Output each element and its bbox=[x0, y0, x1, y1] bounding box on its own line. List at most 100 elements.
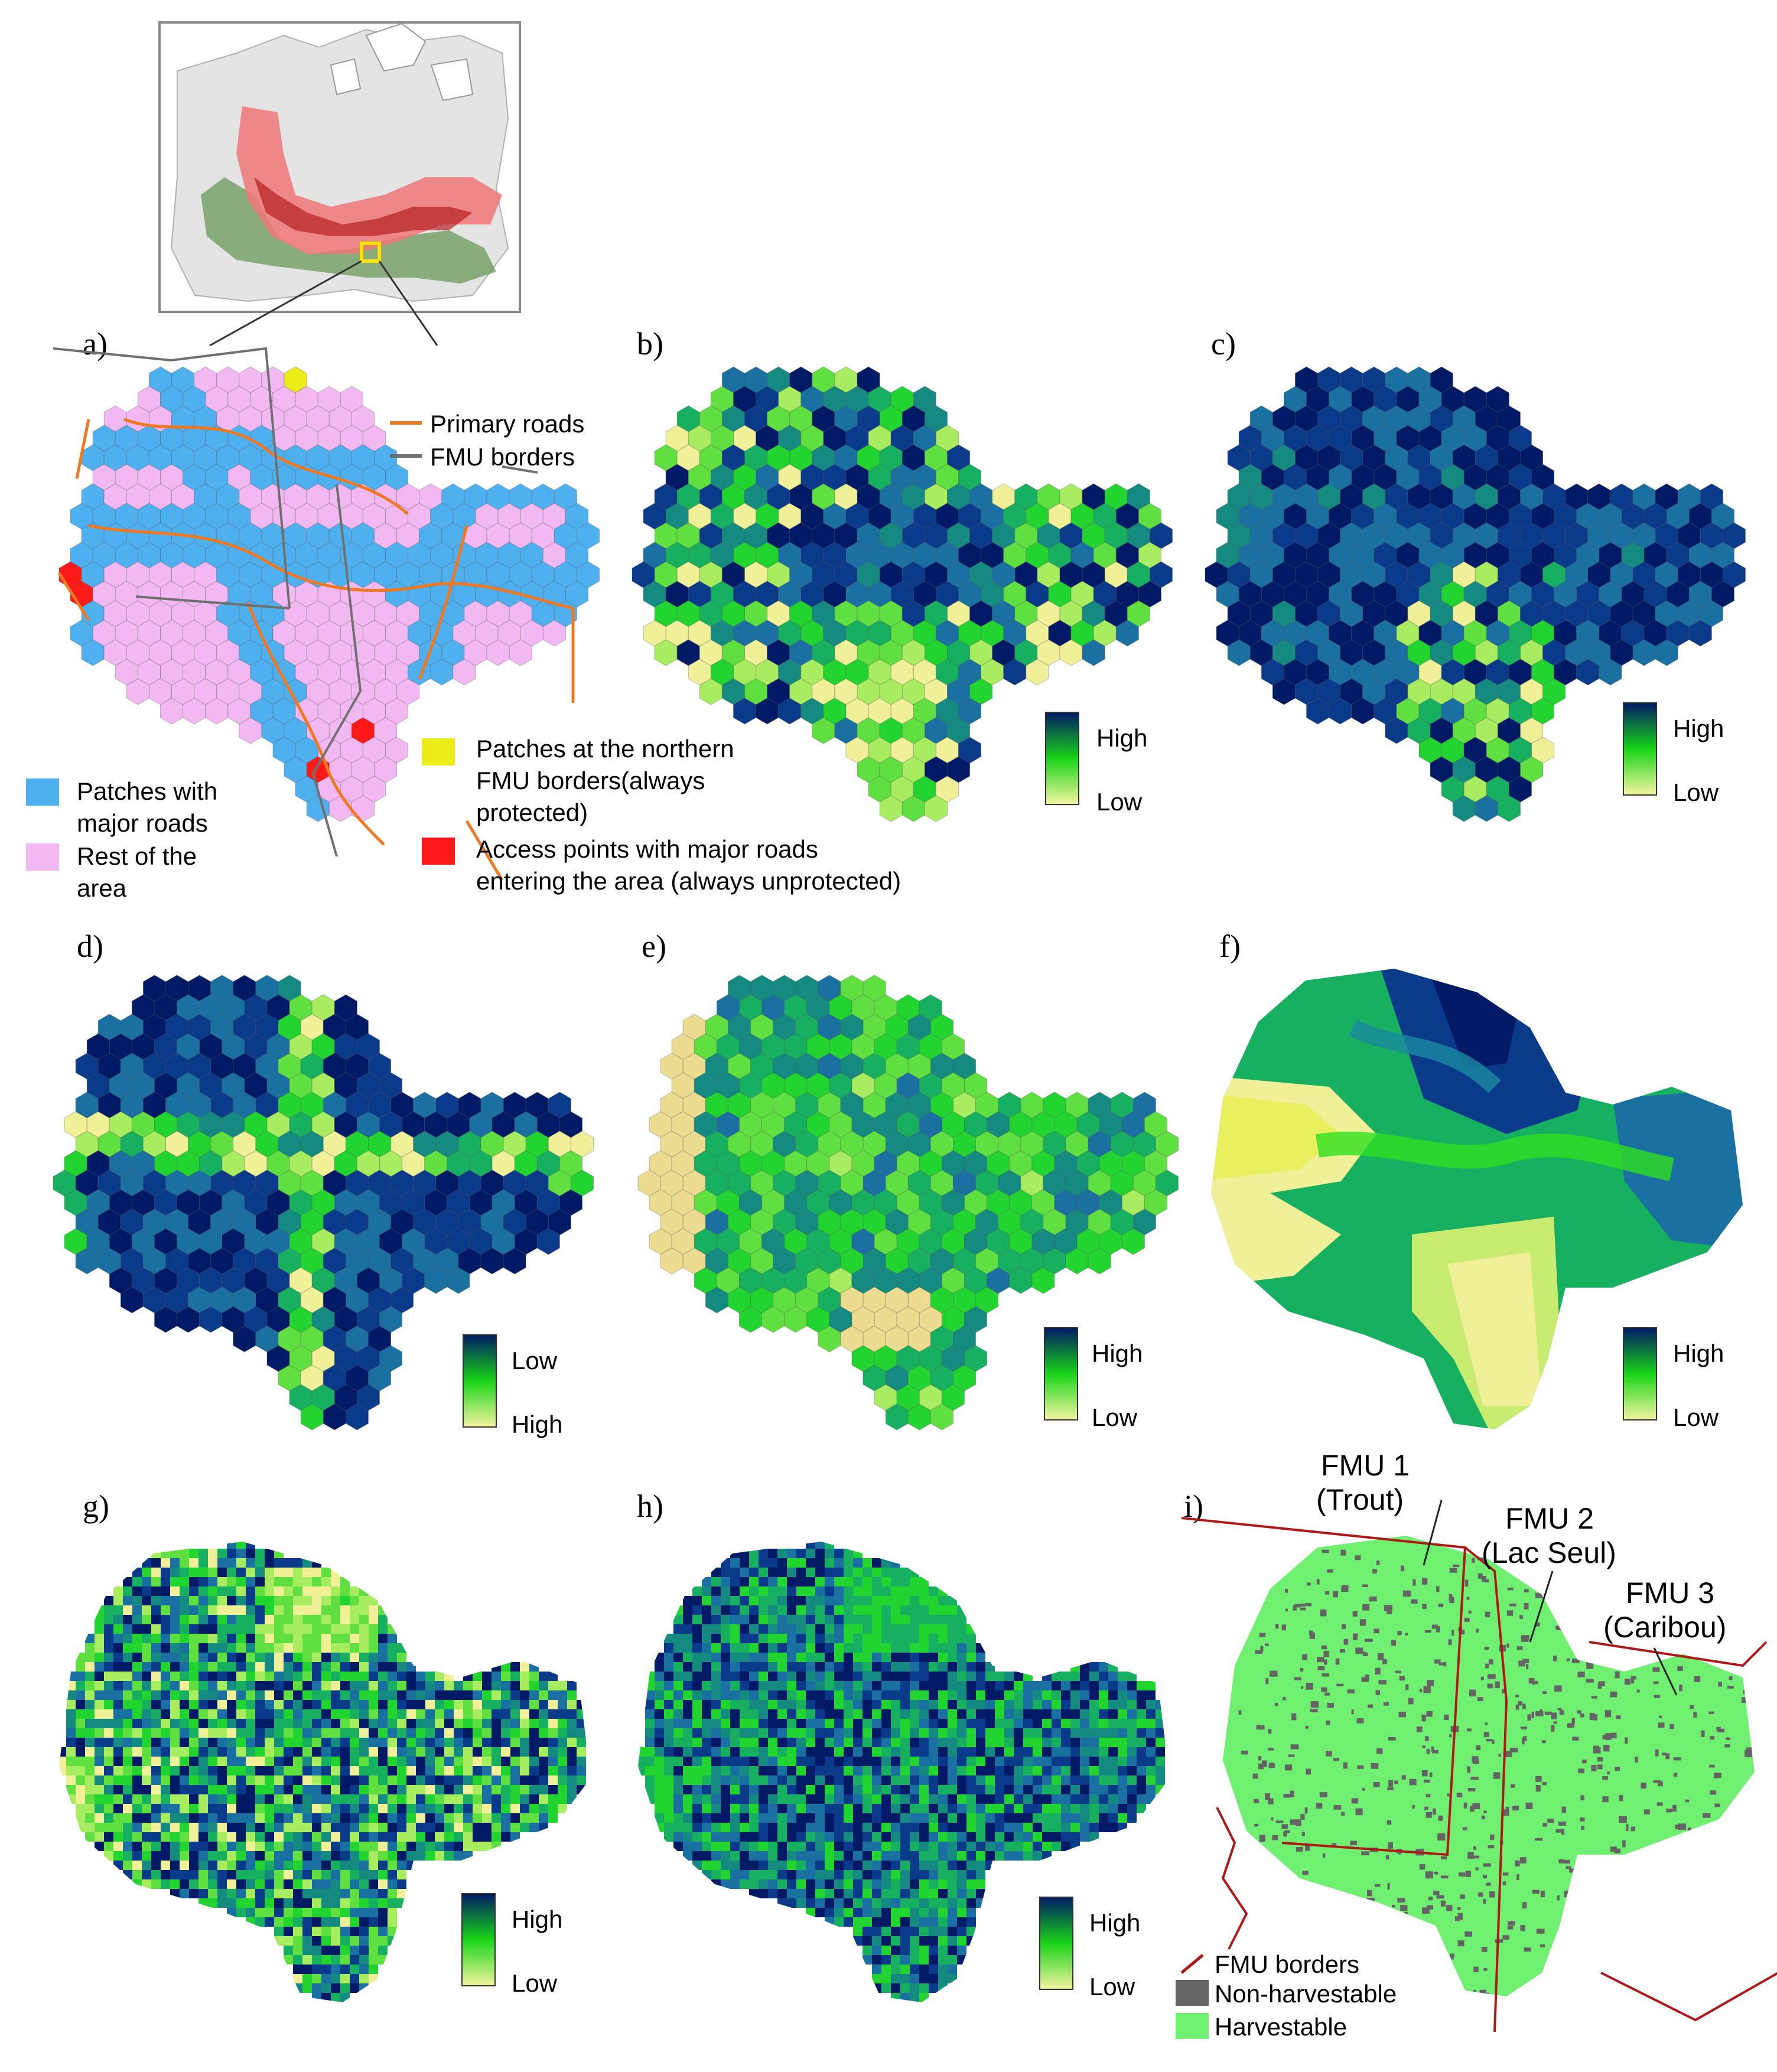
raster-cell bbox=[929, 1662, 938, 1672]
raster-cell bbox=[312, 1728, 321, 1738]
raster-cell bbox=[255, 1728, 265, 1738]
raster-cell bbox=[435, 1766, 444, 1775]
raster-cell bbox=[834, 1861, 844, 1870]
hex-patch bbox=[1688, 620, 1712, 647]
raster-cell bbox=[142, 1615, 151, 1624]
raster-cell bbox=[919, 1586, 929, 1596]
raster-cell bbox=[567, 1794, 577, 1804]
raster-cell bbox=[236, 1643, 246, 1653]
raster-cell bbox=[948, 1634, 957, 1643]
raster-cell bbox=[711, 1747, 721, 1757]
raster-cell bbox=[189, 1662, 198, 1672]
raster-cell bbox=[482, 1709, 492, 1719]
raster-cell bbox=[161, 1851, 170, 1861]
raster-cell bbox=[255, 1832, 265, 1842]
raster-cell bbox=[702, 1596, 711, 1605]
raster-cell bbox=[957, 1757, 966, 1766]
raster-cell bbox=[265, 1690, 274, 1700]
raster-cell bbox=[302, 1794, 312, 1804]
raster-cell bbox=[302, 1842, 312, 1851]
raster-cell bbox=[369, 1605, 378, 1615]
raster-cell bbox=[853, 1757, 863, 1766]
raster-cell bbox=[872, 1596, 881, 1605]
raster-cell bbox=[161, 1568, 170, 1577]
raster-cell bbox=[284, 1804, 293, 1813]
raster-cell bbox=[957, 1615, 966, 1624]
raster-cell bbox=[492, 1738, 501, 1747]
raster-cell bbox=[312, 1851, 321, 1861]
raster-cell bbox=[369, 1615, 378, 1624]
raster-cell bbox=[284, 1917, 293, 1927]
raster-cell bbox=[938, 1738, 948, 1747]
raster-cell bbox=[473, 1700, 482, 1709]
raster-cell bbox=[95, 1719, 104, 1728]
raster-cell bbox=[768, 1690, 777, 1700]
raster-cell bbox=[872, 1832, 881, 1842]
raster-cell bbox=[740, 1775, 749, 1785]
raster-cell bbox=[198, 1766, 208, 1775]
raster-cell bbox=[104, 1832, 113, 1842]
raster-cell bbox=[548, 1747, 558, 1757]
raster-cell bbox=[749, 1700, 759, 1709]
raster-cell bbox=[208, 1558, 217, 1568]
raster-cell bbox=[142, 1700, 151, 1709]
raster-cell bbox=[664, 1804, 673, 1813]
raster-cell bbox=[796, 1889, 806, 1898]
raster-cell bbox=[151, 1879, 161, 1889]
raster-cell bbox=[151, 1690, 161, 1700]
raster-cell bbox=[577, 1757, 586, 1766]
raster-cell bbox=[730, 1832, 740, 1842]
raster-cell bbox=[787, 1766, 796, 1775]
raster-cell bbox=[1108, 1738, 1118, 1747]
raster-cell bbox=[369, 1889, 378, 1898]
raster-cell bbox=[673, 1672, 683, 1681]
raster-cell bbox=[104, 1634, 113, 1643]
raster-cell bbox=[919, 1794, 929, 1804]
raster-cell bbox=[142, 1785, 151, 1794]
raster-cell bbox=[863, 1634, 872, 1643]
raster-cell bbox=[638, 1747, 645, 1757]
raster-cell bbox=[825, 1653, 834, 1662]
raster-cell bbox=[302, 1851, 312, 1861]
raster-cell bbox=[966, 1738, 976, 1747]
raster-cell bbox=[985, 1794, 995, 1804]
raster-cell bbox=[302, 1898, 312, 1908]
raster-cell bbox=[369, 1766, 378, 1775]
raster-cell bbox=[1014, 1681, 1023, 1690]
raster-cell bbox=[806, 1634, 815, 1643]
raster-cell bbox=[321, 1870, 331, 1879]
raster-cell bbox=[198, 1757, 208, 1766]
raster-cell bbox=[834, 1586, 844, 1596]
raster-cell bbox=[302, 1719, 312, 1728]
raster-cell bbox=[388, 1662, 397, 1672]
raster-cell bbox=[227, 1832, 236, 1842]
raster-cell bbox=[312, 1662, 321, 1672]
raster-cell bbox=[227, 1542, 236, 1549]
raster-cell bbox=[444, 1757, 454, 1766]
raster-cell bbox=[1033, 1804, 1042, 1813]
raster-cell bbox=[900, 1624, 910, 1634]
raster-cell bbox=[721, 1681, 730, 1690]
raster-cell bbox=[664, 1785, 673, 1794]
raster-cell bbox=[721, 1832, 730, 1842]
raster-cell bbox=[891, 1908, 900, 1917]
raster-cell bbox=[473, 1757, 482, 1766]
raster-cell bbox=[787, 1757, 796, 1766]
raster-cell bbox=[777, 1747, 787, 1757]
raster-cell bbox=[721, 1794, 730, 1804]
raster-cell bbox=[881, 1605, 891, 1615]
raster-cell bbox=[151, 1851, 161, 1861]
raster-cell bbox=[161, 1738, 170, 1747]
raster-cell bbox=[180, 1794, 189, 1804]
raster-cell bbox=[265, 1908, 274, 1917]
raster-cell bbox=[1118, 1672, 1127, 1681]
raster-cell bbox=[1004, 1728, 1014, 1738]
raster-cell bbox=[900, 1747, 910, 1757]
raster-cell bbox=[463, 1738, 473, 1747]
raster-cell bbox=[844, 1728, 853, 1738]
raster-cell bbox=[948, 1898, 957, 1908]
raster-cell bbox=[777, 1681, 787, 1690]
raster-cell bbox=[76, 1700, 85, 1709]
raster-cell bbox=[872, 1766, 881, 1775]
raster-cell bbox=[806, 1813, 815, 1823]
